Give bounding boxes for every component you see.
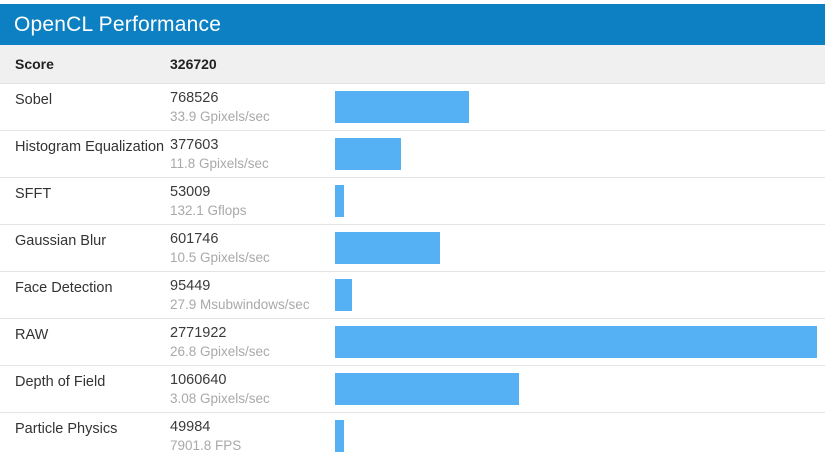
benchmark-row: SFFT 53009 132.1 Gflops bbox=[0, 177, 825, 224]
benchmark-score: 49984 bbox=[170, 419, 211, 435]
benchmark-bar-track bbox=[335, 138, 817, 170]
benchmark-score: 601746 bbox=[170, 231, 219, 247]
benchmark-bar bbox=[335, 326, 817, 358]
benchmark-row: Face Detection 95449 27.9 Msubwindows/se… bbox=[0, 271, 825, 318]
benchmark-score: 53009 bbox=[170, 184, 211, 200]
score-row: Score 326720 bbox=[0, 45, 825, 83]
benchmark-bar bbox=[335, 185, 345, 217]
benchmark-value-cell: 53009 132.1 Gflops bbox=[170, 185, 335, 218]
benchmark-bar bbox=[335, 279, 352, 311]
benchmark-bar bbox=[335, 232, 440, 264]
score-label: Score bbox=[15, 56, 54, 72]
benchmark-score: 95449 bbox=[170, 278, 211, 294]
benchmark-bar bbox=[335, 420, 344, 452]
benchmark-name: Sobel bbox=[15, 92, 53, 108]
benchmark-rate: 26.8 Gpixels/sec bbox=[170, 344, 270, 359]
benchmark-name: Depth of Field bbox=[15, 374, 106, 390]
benchmark-value-cell: 49984 7901.8 FPS bbox=[170, 420, 335, 453]
benchmark-bar-track bbox=[335, 91, 817, 123]
section-header: OpenCL Performance bbox=[0, 4, 825, 45]
benchmark-value-cell: 768526 33.9 Gpixels/sec bbox=[170, 91, 335, 124]
benchmark-bar-track bbox=[335, 279, 817, 311]
benchmark-bar-track bbox=[335, 185, 817, 217]
benchmark-rate: 10.5 Gpixels/sec bbox=[170, 250, 270, 265]
benchmark-value-cell: 601746 10.5 Gpixels/sec bbox=[170, 232, 335, 265]
benchmark-value-cell: 1060640 3.08 Gpixels/sec bbox=[170, 373, 335, 406]
benchmark-score: 1060640 bbox=[170, 372, 227, 388]
benchmark-bar-track bbox=[335, 373, 817, 405]
benchmark-row: Particle Physics 49984 7901.8 FPS bbox=[0, 412, 825, 459]
benchmark-bar bbox=[335, 373, 520, 405]
benchmark-bar-track bbox=[335, 420, 817, 452]
section-title: OpenCL Performance bbox=[14, 12, 222, 36]
benchmark-rate: 132.1 Gflops bbox=[170, 203, 247, 218]
benchmark-score: 377603 bbox=[170, 137, 219, 153]
benchmark-row: Gaussian Blur 601746 10.5 Gpixels/sec bbox=[0, 224, 825, 271]
benchmark-row: RAW 2771922 26.8 Gpixels/sec bbox=[0, 318, 825, 365]
benchmark-rate: 7901.8 FPS bbox=[170, 438, 242, 453]
benchmark-value-cell: 377603 11.8 Gpixels/sec bbox=[170, 138, 335, 171]
benchmark-rows: Sobel 768526 33.9 Gpixels/sec Histogram … bbox=[0, 83, 825, 459]
benchmark-bar bbox=[335, 138, 401, 170]
benchmark-rate: 11.8 Gpixels/sec bbox=[170, 156, 269, 171]
benchmark-rate: 27.9 Msubwindows/sec bbox=[170, 297, 310, 312]
benchmark-value-cell: 2771922 26.8 Gpixels/sec bbox=[170, 326, 335, 359]
benchmark-value-cell: 95449 27.9 Msubwindows/sec bbox=[170, 279, 335, 312]
benchmark-bar-track bbox=[335, 232, 817, 264]
benchmark-row: Depth of Field 1060640 3.08 Gpixels/sec bbox=[0, 365, 825, 412]
benchmark-bar bbox=[335, 91, 469, 123]
benchmark-bar-track bbox=[335, 326, 817, 358]
benchmark-name: RAW bbox=[15, 327, 49, 343]
benchmark-name: SFFT bbox=[15, 186, 52, 202]
benchmark-rate: 3.08 Gpixels/sec bbox=[170, 391, 270, 406]
score-value: 326720 bbox=[170, 56, 217, 72]
benchmark-score: 2771922 bbox=[170, 325, 227, 341]
benchmark-row: Sobel 768526 33.9 Gpixels/sec bbox=[0, 83, 825, 130]
benchmark-name: Face Detection bbox=[15, 280, 113, 296]
benchmark-row: Histogram Equalization 377603 11.8 Gpixe… bbox=[0, 130, 825, 177]
benchmark-rate: 33.9 Gpixels/sec bbox=[170, 109, 270, 124]
benchmark-name: Gaussian Blur bbox=[15, 233, 107, 249]
benchmark-name: Particle Physics bbox=[15, 421, 118, 437]
benchmark-score: 768526 bbox=[170, 90, 219, 106]
benchmark-name: Histogram Equalization bbox=[15, 139, 165, 155]
